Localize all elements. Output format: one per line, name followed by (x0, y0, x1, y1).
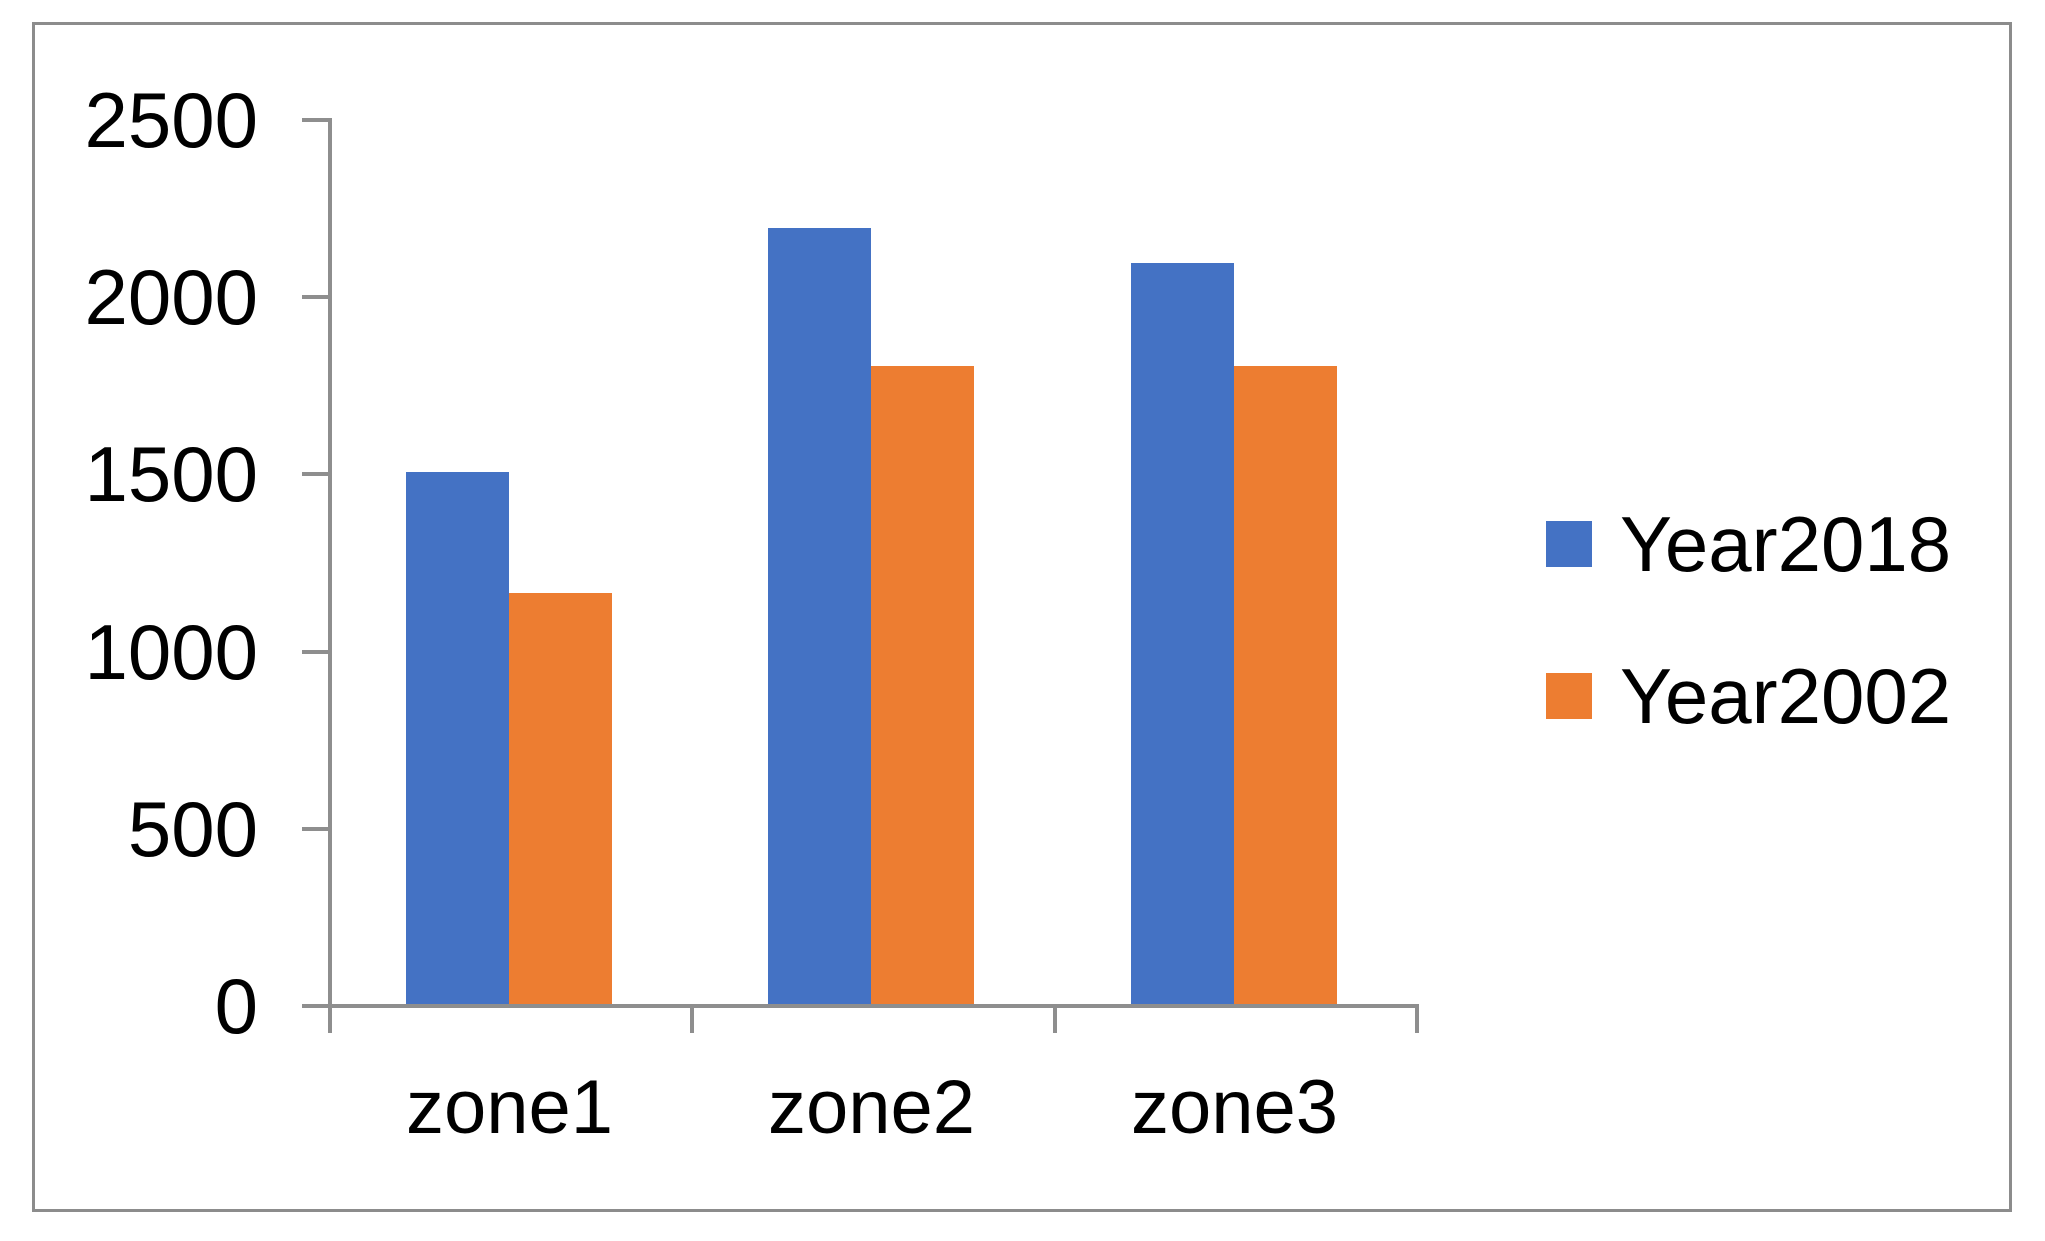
bar-year2002-zone2 (871, 366, 974, 1004)
chart-outer-border (32, 22, 2012, 1212)
y-axis-tick-label: 1500 (84, 430, 258, 519)
x-tick (1415, 1004, 1419, 1033)
x-axis-category-label: zone2 (767, 1065, 976, 1150)
y-axis-line (328, 118, 332, 1008)
legend-label-year2018: Year2018 (1620, 500, 1952, 588)
bar-year2002-zone1 (509, 593, 612, 1004)
bar-year2018-zone2 (768, 228, 871, 1004)
y-axis-tick-label: 1000 (84, 607, 258, 696)
y-tick (302, 826, 328, 831)
bar-year2002-zone3 (1234, 366, 1337, 1004)
bar-year2018-zone1 (406, 472, 509, 1004)
y-tick (302, 472, 328, 477)
x-tick (1052, 1004, 1057, 1033)
y-axis-tick-label: 2500 (84, 76, 258, 164)
y-axis-tick-label: 0 (214, 962, 258, 1050)
y-tick (302, 118, 328, 122)
y-axis-tick-label: 500 (127, 784, 258, 873)
y-tick (302, 649, 328, 654)
bar-year2018-zone3 (1131, 263, 1234, 1004)
y-tick (302, 295, 328, 300)
legend-swatch-year2002-icon (1546, 673, 1592, 719)
x-tick (328, 1004, 332, 1033)
x-axis-line (328, 1004, 1419, 1008)
x-tick (690, 1004, 695, 1033)
legend-label-year2002: Year2002 (1620, 652, 1952, 740)
y-axis-tick-label: 2000 (84, 253, 258, 342)
x-axis-category-label: zone1 (405, 1065, 614, 1150)
x-axis-category-label: zone3 (1130, 1065, 1339, 1150)
legend-item-year2018: Year2018 (1546, 504, 1951, 584)
y-tick (302, 1004, 328, 1008)
legend-item-year2002: Year2002 (1546, 656, 1951, 736)
legend-swatch-year2018-icon (1546, 521, 1592, 567)
